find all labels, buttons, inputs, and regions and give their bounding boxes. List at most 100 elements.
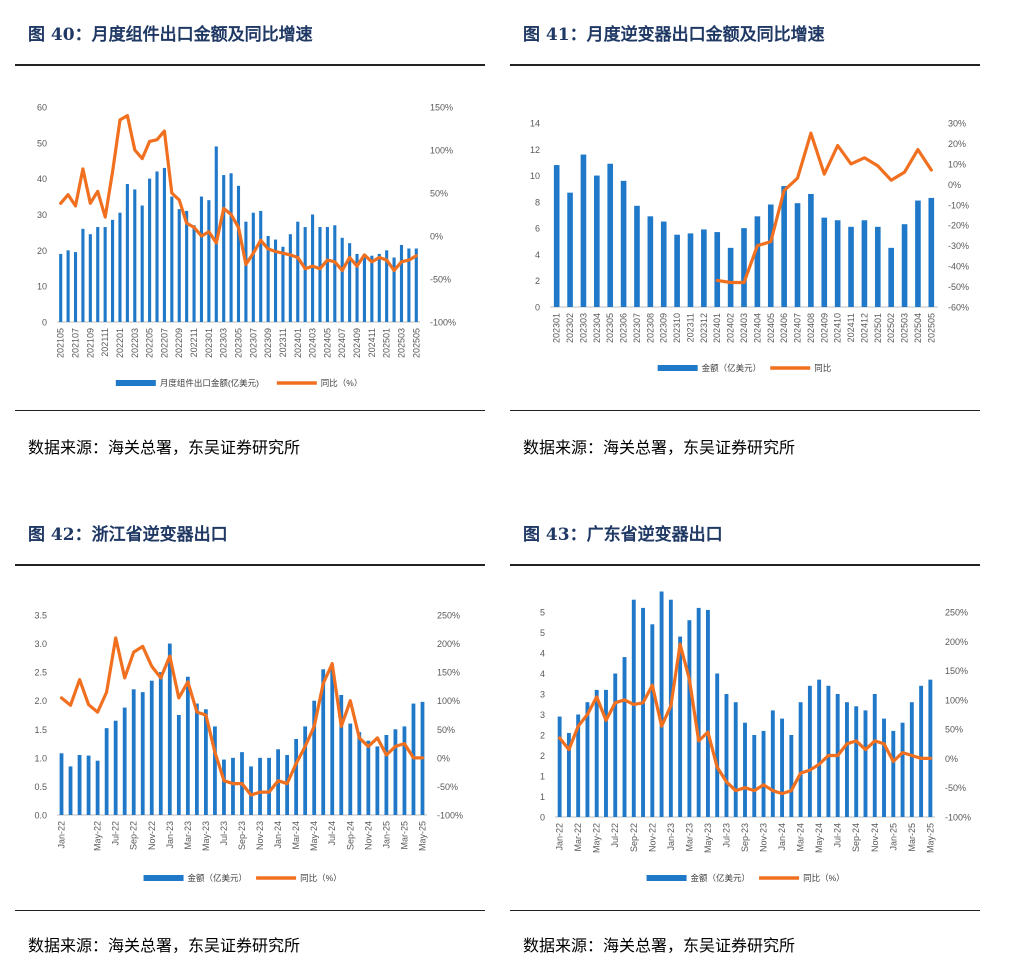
bar: [863, 710, 868, 817]
x-tick-label: 202306: [619, 313, 629, 343]
x-tick-label: 202109: [85, 328, 95, 358]
x-tick-label: Sep-22: [629, 823, 639, 852]
y-right-tick-label: -50%: [948, 282, 969, 292]
x-tick-label: Sep-22: [129, 821, 139, 850]
bar: [613, 673, 618, 817]
bar: [872, 694, 877, 817]
bar: [366, 740, 371, 815]
bar: [909, 702, 914, 817]
x-tick-label: 202205: [145, 328, 155, 358]
bar: [375, 746, 380, 815]
x-tick-label: 202311: [686, 313, 696, 342]
y-left-tick-label: 14: [530, 119, 540, 129]
y-right-tick-label: -100%: [437, 811, 463, 821]
x-tick-label: Mar-24: [796, 823, 806, 852]
bar: [650, 624, 655, 817]
x-tick-label: May-24: [309, 821, 319, 851]
x-tick-label: 202311: [278, 328, 288, 357]
bar: [826, 685, 831, 817]
y-left-tick-label: 0.5: [34, 782, 47, 792]
x-tick-label: Nov-22: [647, 823, 657, 852]
x-tick-label: Jan-25: [888, 823, 898, 851]
y-right-tick-label: 0%: [948, 180, 961, 190]
source-rule: [510, 410, 980, 411]
title-rule: [15, 64, 485, 66]
x-tick-label: Sep-23: [237, 821, 247, 850]
bar: [59, 253, 63, 322]
y-left-tick-label: 12: [530, 145, 540, 155]
bar: [199, 196, 204, 322]
y-left-tick-label: 5: [540, 608, 545, 618]
legend-bar-label: 月度组件出口金额(亿美元): [160, 378, 259, 388]
bar: [604, 689, 608, 817]
x-tick-label: May-25: [418, 821, 428, 851]
y-right-tick-label: 0%: [437, 753, 450, 763]
bar: [874, 226, 881, 307]
x-tick-label: Jan-23: [666, 823, 676, 851]
bar: [312, 700, 317, 815]
bar: [118, 212, 122, 322]
x-tick-label: Jul-23: [722, 823, 732, 848]
bar: [553, 165, 560, 307]
x-tick-label: Sep-24: [345, 821, 355, 850]
bar: [229, 173, 233, 322]
bar: [915, 200, 921, 307]
bar: [95, 760, 100, 815]
x-tick-label: Nov-23: [255, 821, 265, 850]
bar: [576, 714, 581, 817]
y-right-tick-label: 50%: [437, 725, 455, 735]
bar: [288, 234, 292, 322]
bar: [339, 695, 344, 815]
bar: [303, 726, 308, 815]
bar: [155, 171, 159, 322]
legend: 金额（亿美元） 同比: [657, 363, 831, 373]
bar: [882, 718, 886, 817]
bar: [259, 210, 263, 322]
bar: [834, 220, 841, 307]
bar: [177, 209, 181, 322]
legend-line-label: 同比（%）: [300, 873, 342, 883]
x-tick-label: Sep-23: [740, 823, 750, 852]
bar: [727, 247, 734, 307]
x-tick-label: Jul-24: [327, 821, 337, 846]
y-right-tick-label: -50%: [945, 783, 966, 793]
y-right-tick-label: -10%: [948, 200, 969, 210]
bar: [399, 244, 404, 322]
bar: [594, 175, 600, 307]
x-tick-label: 202405: [766, 313, 776, 343]
x-tick-label: 202301: [204, 328, 214, 358]
bar: [789, 735, 794, 817]
bar: [780, 718, 785, 817]
bar: [213, 726, 217, 815]
y-right-tick-label: -30%: [948, 241, 969, 251]
bar: [761, 730, 766, 817]
x-tick-label: 202409: [352, 328, 362, 358]
bar: [794, 203, 801, 307]
legend: 月度组件出口金额(亿美元) 同比（%）: [115, 378, 362, 388]
x-tick-label: Nov-24: [363, 821, 373, 850]
bar: [170, 196, 174, 322]
x-tick-label: 202407: [337, 328, 347, 358]
series-line: [558, 642, 932, 796]
bar: [743, 722, 747, 817]
chart-fig42: 0.0 0.5 1.0 1.5 2.0 2.5 3.0 3.5 -100% -50% 0% 50% 10…: [34, 611, 463, 884]
y-left-tick-label: 20: [37, 246, 47, 256]
bar: [928, 679, 933, 817]
bar: [370, 255, 374, 322]
x-tick-label: Jan-23: [165, 821, 175, 849]
bar: [321, 669, 326, 815]
x-tick-label: 202303: [578, 313, 588, 343]
bar: [176, 715, 181, 815]
y-left-tick-label: 6: [535, 224, 540, 234]
x-tick-label: 202107: [71, 328, 81, 358]
bar: [133, 189, 137, 322]
bar: [817, 679, 822, 817]
bar: [59, 753, 64, 815]
legend-bar-label: 金额（亿美元）: [702, 363, 762, 373]
bar: [660, 221, 667, 307]
legend-line-label: 同比（%）: [803, 873, 845, 883]
bar: [741, 228, 747, 307]
y-left-tick-label: 0.0: [34, 811, 47, 821]
series-line: [715, 131, 933, 285]
bar: [222, 759, 226, 815]
